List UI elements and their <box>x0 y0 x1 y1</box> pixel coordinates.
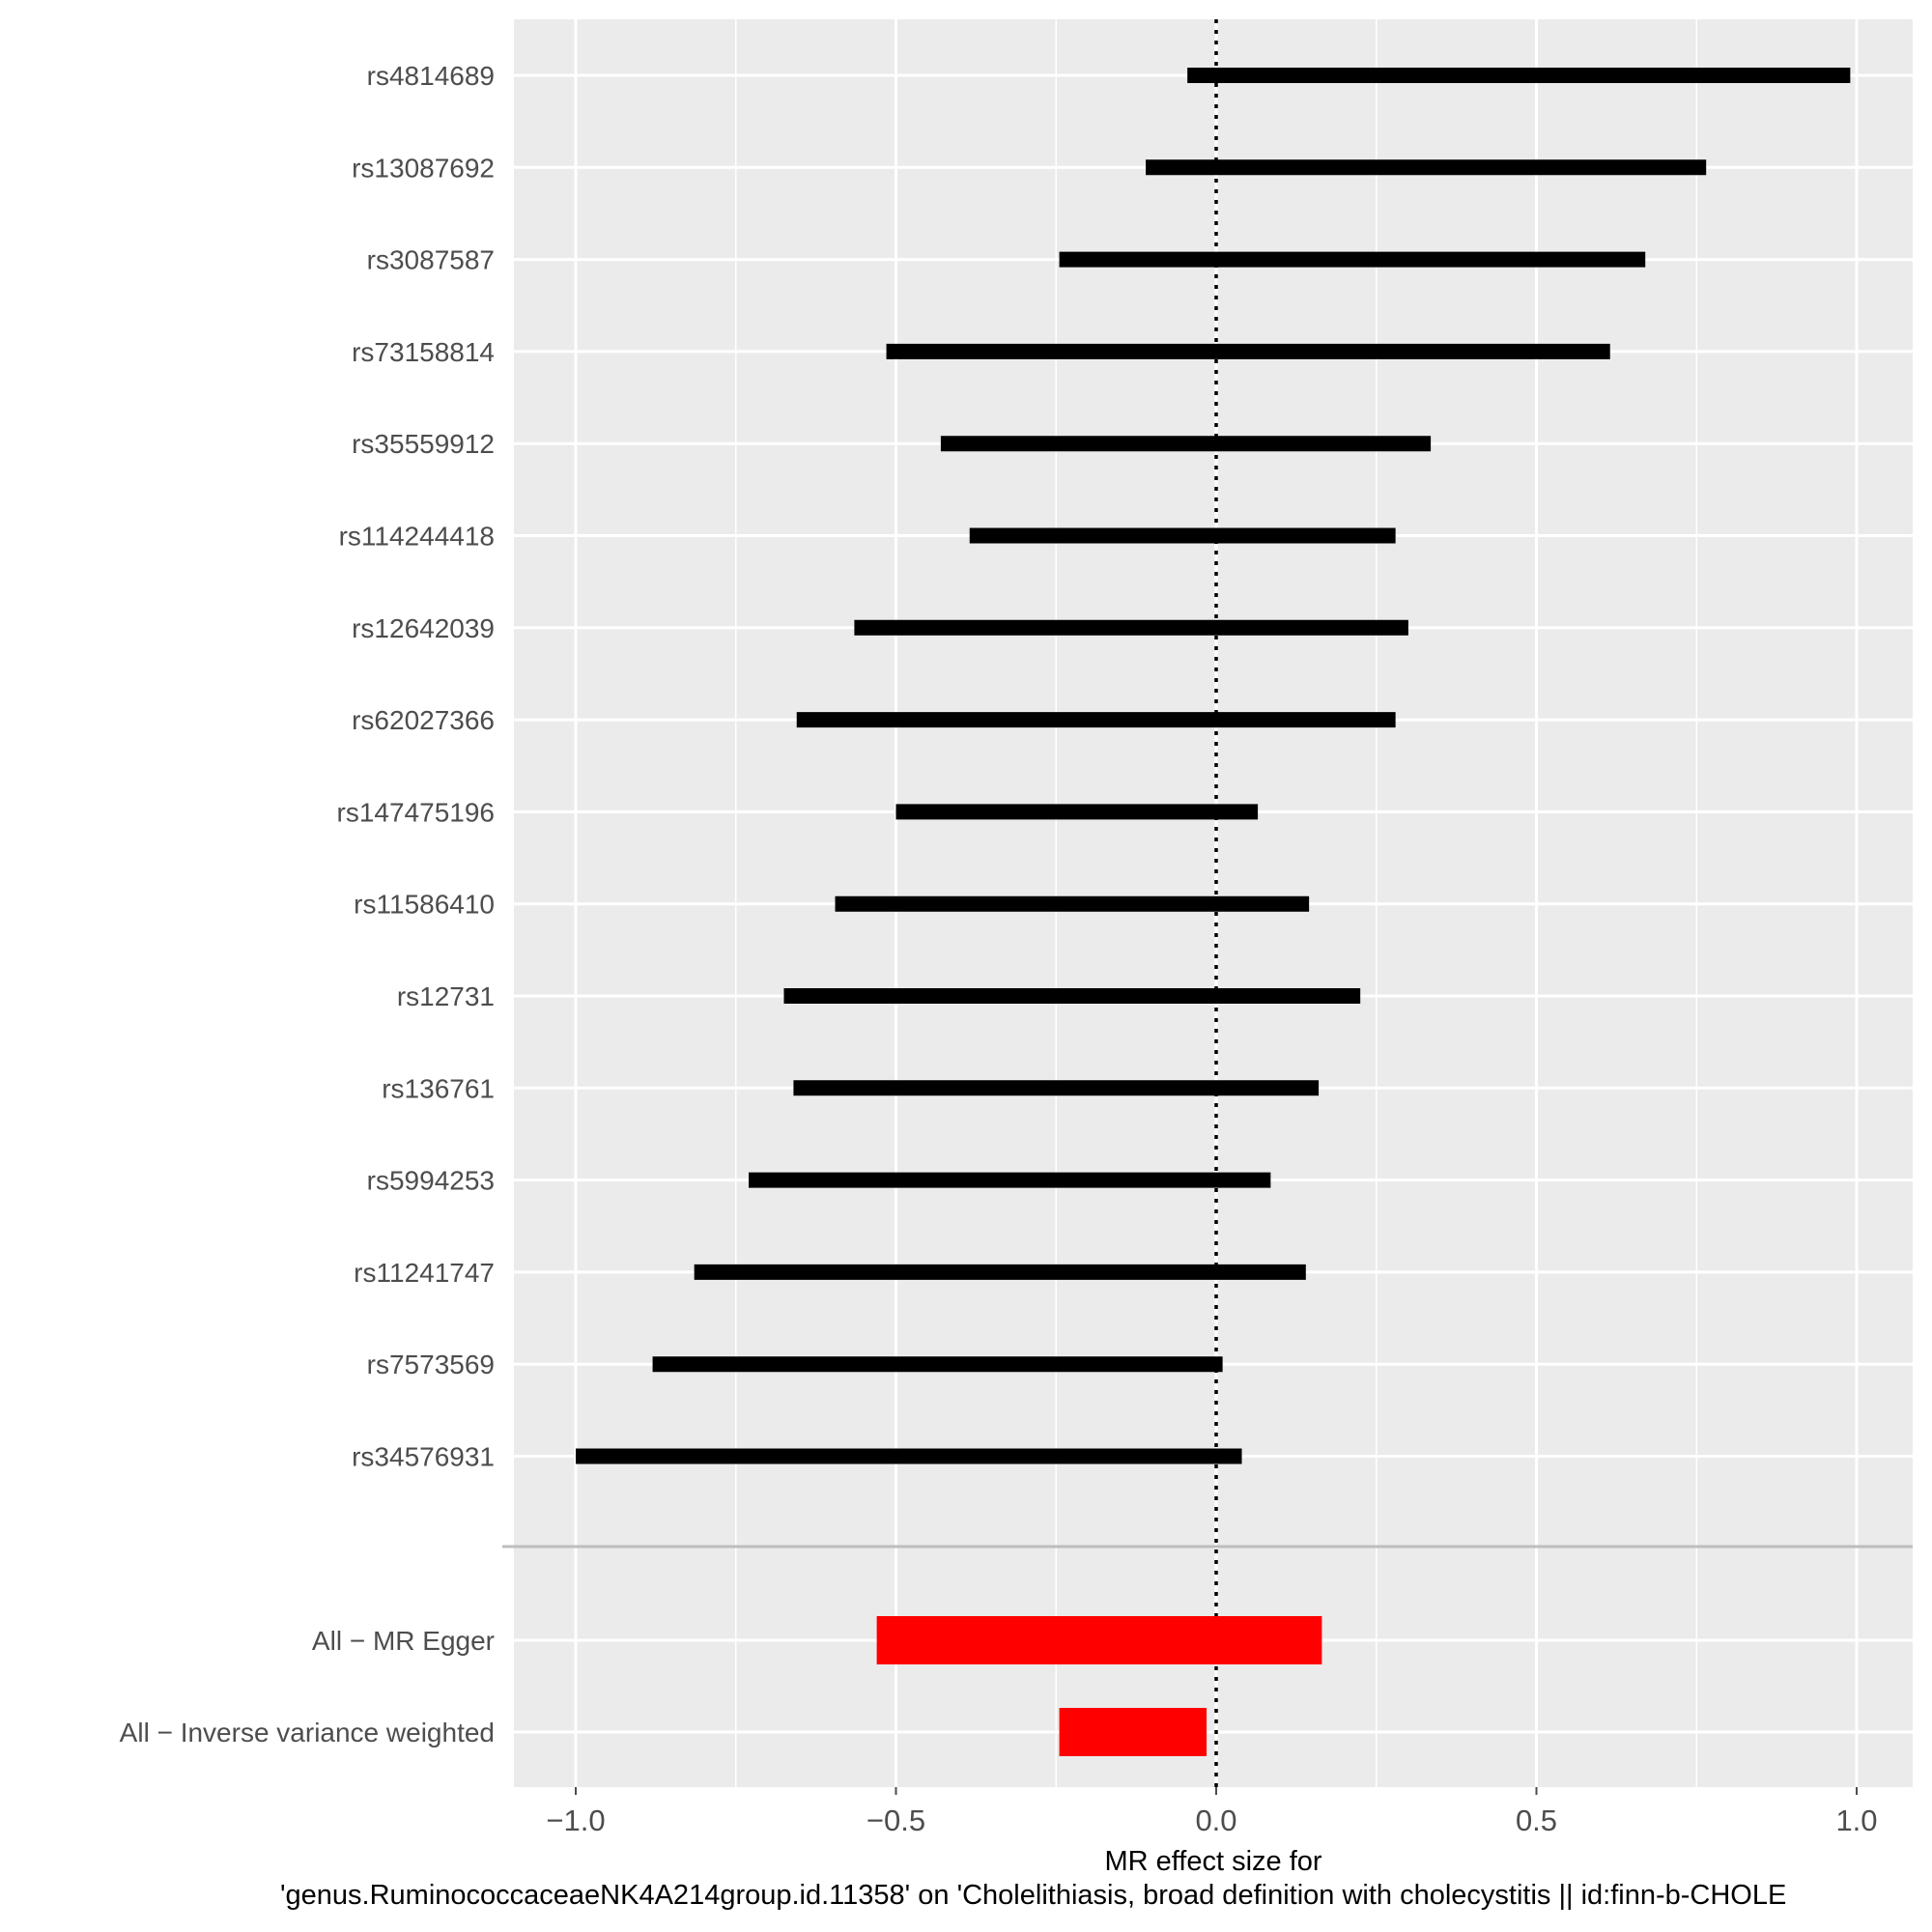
snp-label: rs136761 <box>382 1073 495 1103</box>
snp-estimate-rs12642039 <box>1127 622 1138 633</box>
x-tick-label: 1.0 <box>1835 1804 1877 1837</box>
snp-estimate-rs114244418 <box>1176 530 1186 541</box>
snp-estimate-rs62027366 <box>1090 715 1100 725</box>
x-tick-label: 0.0 <box>1195 1804 1236 1837</box>
snp-label: rs62027366 <box>352 705 495 735</box>
snp-estimate-rs12731 <box>1064 991 1074 1001</box>
snp-label: rs4814689 <box>367 61 495 91</box>
effect-intervals <box>576 68 1851 1756</box>
snp-label: rs11241747 <box>354 1258 495 1288</box>
snp-estimate-rs11586410 <box>1066 898 1077 909</box>
x-tick-label: 0.5 <box>1516 1804 1557 1837</box>
snp-label: rs12731 <box>397 981 495 1011</box>
snp-label: rs12642039 <box>352 613 495 643</box>
snp-label: rs3087587 <box>367 245 495 275</box>
snp-estimate-rs73158814 <box>1243 346 1254 356</box>
summary-interval <box>876 1616 1322 1664</box>
snp-estimate-rs13087692 <box>1422 162 1433 173</box>
x-axis-ticks: −1.0 −0.5 0.0 0.5 1.0 <box>546 1787 1878 1837</box>
snp-label: rs5994253 <box>367 1166 495 1196</box>
snp-estimate-rs147475196 <box>1070 807 1081 817</box>
snp-estimate-rs3087587 <box>1349 254 1359 265</box>
snp-estimate-rs35559912 <box>1179 439 1189 449</box>
snp-label: rs147475196 <box>337 797 495 827</box>
snp-estimate-rs4814689 <box>1515 71 1525 80</box>
summary-label: All − MR Egger <box>312 1626 495 1656</box>
snp-label: rs13087692 <box>352 153 495 183</box>
x-axis-title-line1: MR effect size for <box>1104 1846 1321 1877</box>
y-axis-labels: rs4814689 rs13087692 rs3087587 rs73158814 rs… <box>120 61 495 1747</box>
summary-label: All − Inverse variance weighted <box>120 1718 495 1747</box>
x-axis-title-line2: 'genus.RuminococcaceaeNK4A214group.id.11… <box>280 1880 1786 1911</box>
snp-estimate-rs11241747 <box>993 1266 1004 1277</box>
snp-estimate-rs7573569 <box>929 1359 940 1370</box>
snp-label: rs73158814 <box>352 337 495 367</box>
snp-estimate-rs34576931 <box>903 1451 914 1462</box>
summary-interval <box>1059 1708 1208 1756</box>
snp-label: rs35559912 <box>352 429 495 459</box>
snp-label: rs114244418 <box>339 522 495 552</box>
snp-label: rs11586410 <box>354 890 495 920</box>
snp-label: rs7573569 <box>367 1350 495 1379</box>
snp-estimate-rs136761 <box>1047 1083 1058 1094</box>
x-tick-label: −0.5 <box>867 1804 925 1837</box>
snp-label: rs34576931 <box>352 1442 495 1472</box>
snp-estimate-rs5994253 <box>1006 1175 1016 1185</box>
x-tick-label: −1.0 <box>546 1804 605 1837</box>
